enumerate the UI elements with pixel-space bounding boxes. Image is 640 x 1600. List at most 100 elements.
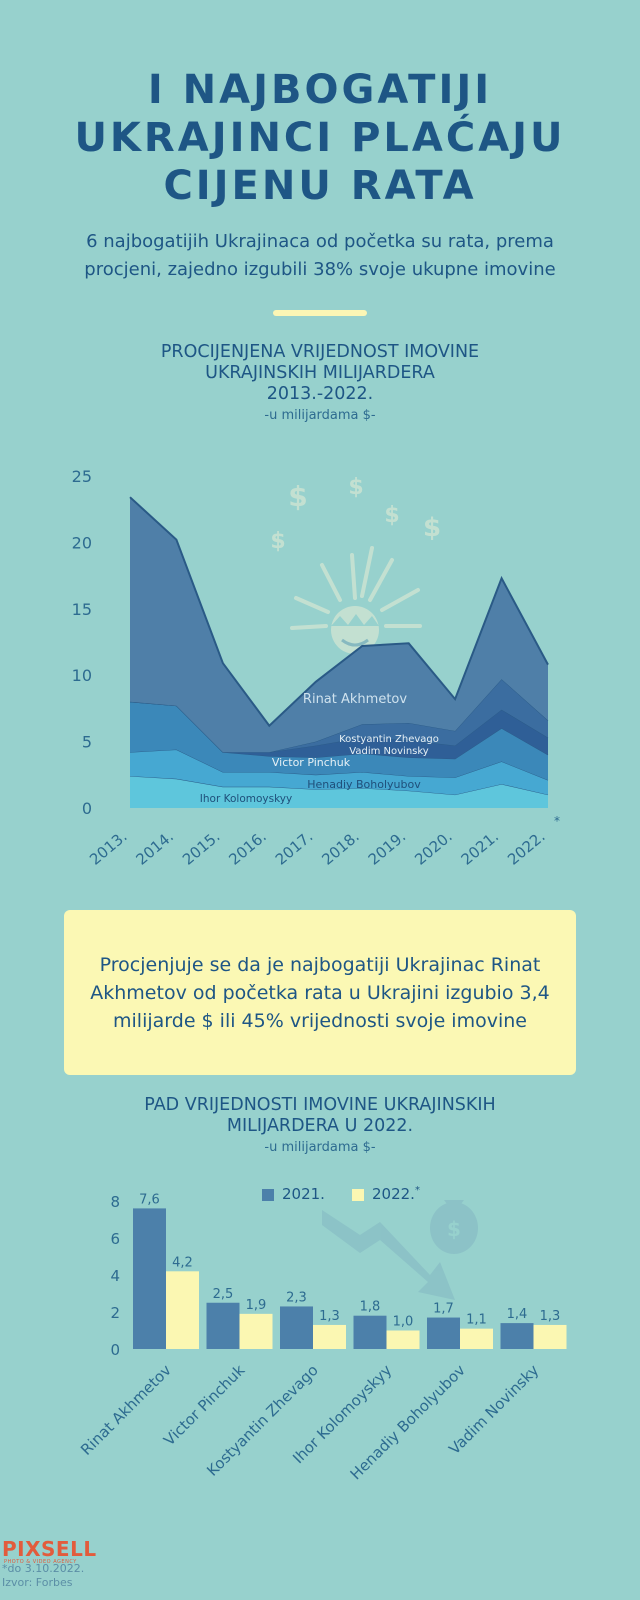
- title-line: CIJENU RATA: [163, 163, 477, 209]
- area-xtick-label: 2015.: [179, 827, 223, 868]
- area-chart-title-line: PROCIJENJENA VRIJEDNOST IMOVINE: [160, 342, 480, 362]
- bar-2021: [427, 1317, 460, 1349]
- area-ytick-label: 10: [72, 666, 92, 685]
- bar-value-label: 4,2: [172, 1255, 193, 1270]
- area-xtick-label: 2018.: [318, 827, 362, 868]
- area-ytick-label: 5: [82, 733, 92, 752]
- bar-2021: [280, 1306, 313, 1349]
- bar-value-label: 2,5: [213, 1287, 234, 1302]
- area-series-label: Henadiy Boholyubov: [307, 778, 421, 791]
- bar-value-label: 1,7: [433, 1302, 454, 1317]
- area-ytick-label: 25: [72, 467, 92, 486]
- area-series-label: Kostyantin Zhevago: [339, 734, 439, 745]
- bar-chart-title-line: PAD VRIJEDNOSTI IMOVINE UKRAJINSKIH: [144, 1095, 496, 1115]
- bar-ytick-label: 8: [110, 1193, 120, 1211]
- source-note: Izvor: Forbes: [2, 1576, 73, 1589]
- area-ytick-label: 15: [72, 600, 92, 619]
- divider: [273, 310, 367, 316]
- callout-box: Procjenjuje se da je najbogatiji Ukrajin…: [64, 910, 576, 1075]
- bar-ytick-label: 0: [110, 1341, 120, 1359]
- bar-value-label: 1,8: [360, 1300, 381, 1315]
- area-xtick-label: 2013.: [86, 827, 130, 868]
- bar-ytick-label: 6: [110, 1230, 120, 1248]
- area-series-line-rinat-akhmetov: [129, 496, 549, 728]
- area-ytick-label: 0: [82, 799, 92, 818]
- bar-2022: [239, 1313, 273, 1349]
- bar-ytick-label: 4: [110, 1267, 120, 1285]
- svg-text:$: $: [423, 513, 441, 543]
- bar-2022: [313, 1324, 346, 1349]
- area-chart-title: PROCIJENJENA VRIJEDNOST IMOVINE UKRAJINS…: [40, 342, 600, 405]
- bar-chart-unit: -u milijardama $-: [264, 1140, 376, 1155]
- footnote: *do 3.10.2022.: [2, 1562, 85, 1575]
- legend-label-2021: 2021.: [282, 1185, 325, 1203]
- bar-value-label: 1,9: [246, 1298, 267, 1313]
- bar-chart-title-line: MILIJARDERA U 2022.: [226, 1116, 414, 1136]
- area-series-kostyantin-zhevago: [130, 679, 548, 753]
- area-series-henadiy-boholyubov: [130, 749, 548, 795]
- bar-2022: [166, 1271, 199, 1349]
- bar-value-label: 1,3: [319, 1309, 340, 1324]
- area-series-ihor-kolomoyskyy: [130, 776, 548, 808]
- pixsell-logo: PIXSELL: [2, 1537, 97, 1561]
- legend-swatch-2022: [352, 1189, 364, 1201]
- area-chart-title-line: 2013.-2022.: [266, 384, 374, 404]
- title-line: I NAJBOGATIJI: [147, 67, 493, 113]
- pixsell-logo-subtext: PHOTO & VIDEO AGENCY: [4, 1559, 77, 1565]
- area-xtick-label: 2014.: [133, 827, 177, 868]
- bar-chart: $ 0 2 4 6 8 7,6 4,2 2,5 1,9 2,3 1,3 1,8 1,0 1,7 1,1 1,…: [77, 1192, 567, 1483]
- title-line: UKRAJINCI PLAĆAJU: [74, 115, 566, 161]
- bar-value-label: 1,0: [393, 1315, 414, 1330]
- legend-footnote-mark: *: [414, 1185, 420, 1196]
- bar-value-label: 7,6: [139, 1192, 160, 1207]
- bar-2022: [460, 1328, 493, 1349]
- bar-ytick-label: 2: [110, 1304, 120, 1322]
- area-xtick-label: 2022.: [504, 827, 548, 868]
- bar-value-label: 1,1: [466, 1313, 487, 1328]
- area-chart-title-line: UKRAJINSKIH MILIJARDERA: [205, 363, 435, 383]
- svg-text:$: $: [348, 475, 363, 500]
- svg-text:$: $: [270, 529, 285, 554]
- bar-2021: [353, 1315, 387, 1349]
- area-series-rinat-akhmetov: [130, 497, 548, 753]
- area-series-label: Vadim Novinsky: [349, 746, 429, 757]
- bar-2022: [386, 1330, 420, 1349]
- bar-chart-title: PAD VRIJEDNOSTI IMOVINE UKRAJINSKIH MILI…: [40, 1095, 600, 1137]
- svg-text:$: $: [384, 503, 399, 528]
- area-ytick-label: 20: [72, 533, 92, 552]
- bar-2021: [500, 1323, 534, 1349]
- area-series-label: Rinat Akhmetov: [303, 692, 407, 707]
- callout-text: Procjenjuje se da je najbogatiji Ukrajin…: [90, 953, 550, 1032]
- subtitle-line: procjeni, zajedno izgubili 38% svoje uku…: [84, 259, 556, 280]
- legend-swatch-2021: [262, 1189, 274, 1201]
- legend-label-2022: 2022.*: [372, 1185, 420, 1203]
- svg-text:$: $: [447, 1217, 461, 1241]
- area-xtick-footnote-mark: *: [554, 814, 560, 828]
- area-chart: $ $ $ $ $ 0 5 10 15 20 25 2013. 2014. 2015. 2016…: [72, 467, 560, 869]
- bar-2021: [206, 1302, 240, 1349]
- area-xtick-label: 2019.: [365, 827, 409, 868]
- area-xtick-label: 2021.: [458, 827, 502, 868]
- legend-label-2022-text: 2022.: [372, 1185, 415, 1203]
- page-subtitle: 6 najbogatijih Ukrajinaca od početka su …: [20, 228, 620, 284]
- area-series-victor-pinchuk: [130, 701, 548, 781]
- area-series-line-kostyantin-zhevago: [129, 678, 549, 753]
- area-xtick-label: 2017.: [272, 827, 316, 868]
- bar-value-label: 1,4: [507, 1307, 528, 1322]
- bar-value-label: 2,3: [286, 1290, 307, 1305]
- money-bag-falling-arrow-icon: $: [322, 1200, 478, 1300]
- area-series-label: Ihor Kolomoyskyy: [200, 793, 292, 805]
- area-xtick-label: 2020.: [411, 827, 455, 868]
- bar-2022: [533, 1324, 567, 1349]
- bar-2021: [133, 1208, 166, 1349]
- bar-category-label: Rinat Akhmetov: [77, 1361, 175, 1459]
- bar-value-label: 1,3: [540, 1309, 561, 1324]
- area-xtick-label: 2016.: [225, 827, 269, 868]
- bar-chart-legend: 2021. 2022.*: [0, 1185, 640, 1205]
- area-series-label: Victor Pinchuk: [272, 756, 351, 769]
- svg-text:$: $: [288, 480, 307, 513]
- money-explosion-icon: $ $ $ $ $: [270, 475, 441, 654]
- subtitle-line: 6 najbogatijih Ukrajinaca od početka su …: [86, 231, 554, 252]
- page-title: I NAJBOGATIJI UKRAJINCI PLAĆAJU CIJENU R…: [0, 66, 640, 210]
- area-chart-unit: -u milijardama $-: [264, 408, 376, 423]
